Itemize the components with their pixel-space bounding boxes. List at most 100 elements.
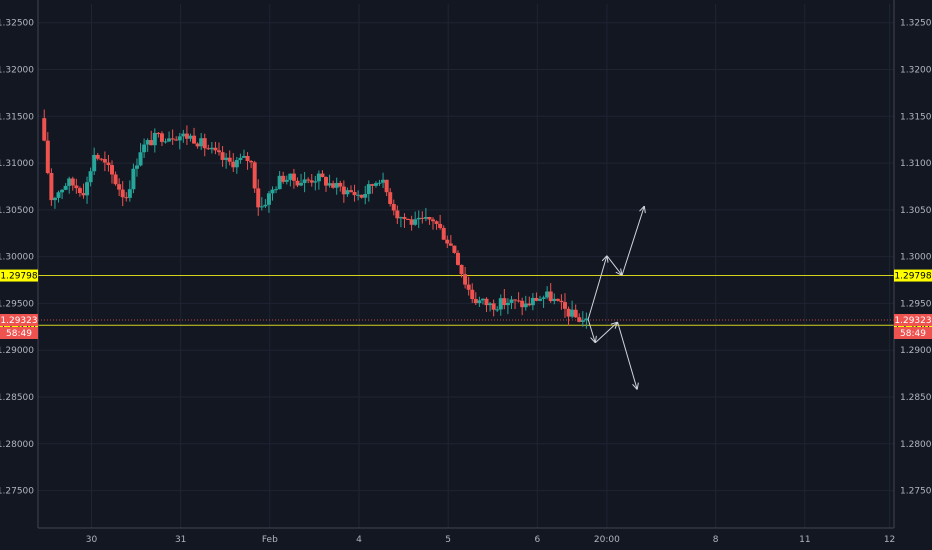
candle-body — [423, 217, 428, 219]
candle — [348, 185, 353, 193]
support-tag-text: 1.29267 — [894, 321, 931, 331]
candle-body — [559, 300, 564, 303]
candle-body — [88, 171, 93, 183]
candle — [505, 298, 510, 315]
candle-body — [266, 193, 271, 205]
candle-body — [573, 309, 578, 318]
candle-body — [416, 217, 421, 220]
candle — [363, 185, 368, 205]
candle — [370, 183, 375, 194]
arrowhead — [636, 382, 639, 390]
candle-body — [220, 152, 225, 160]
candle-body — [63, 185, 68, 190]
candle — [284, 175, 289, 185]
candle-body — [163, 141, 168, 143]
candle-body — [188, 135, 193, 139]
candle-body — [441, 227, 446, 240]
x-tick-label: 8 — [713, 535, 719, 545]
candle-body — [306, 179, 311, 181]
candle — [156, 132, 161, 138]
candle-body — [545, 291, 550, 298]
candle-body — [134, 165, 139, 169]
candle — [356, 190, 361, 201]
candle-body — [106, 162, 111, 166]
candle — [498, 294, 503, 316]
candle-body — [534, 297, 539, 301]
candle-body — [181, 133, 186, 137]
candle-body — [384, 179, 389, 193]
y-tick-label-left: 1.30500 — [0, 206, 34, 216]
arrowhead — [594, 335, 597, 343]
candle-body — [192, 135, 197, 144]
candle-body — [95, 154, 100, 159]
y-tick-label-left: 1.31000 — [0, 159, 34, 169]
y-tick-label-left: 1.32500 — [0, 19, 34, 29]
candle — [181, 129, 186, 143]
candle — [398, 216, 403, 228]
candle-body — [206, 148, 211, 150]
arrowhead — [639, 205, 645, 212]
candle-body — [217, 150, 222, 153]
projection-segment — [587, 319, 596, 343]
candle — [102, 151, 107, 172]
candle — [77, 186, 82, 197]
x-tick-label: 6 — [534, 535, 540, 545]
candle-body — [488, 303, 493, 306]
candle-body — [477, 300, 482, 304]
candle — [63, 183, 68, 191]
candle-body — [256, 188, 261, 208]
candle-body — [391, 203, 396, 211]
candle-body — [584, 318, 589, 321]
candle — [309, 173, 314, 187]
candle-body — [249, 160, 254, 163]
candle — [338, 180, 343, 192]
candle-body — [513, 299, 518, 301]
candle-body — [470, 289, 475, 300]
projection-segment — [606, 255, 623, 276]
candle-body — [227, 157, 232, 162]
candle-body — [238, 157, 243, 161]
arrowhead — [590, 337, 596, 344]
candle-body — [74, 185, 79, 189]
candle-body — [548, 291, 553, 302]
candle — [377, 179, 382, 186]
candle-body — [381, 179, 386, 183]
candle-body — [209, 147, 214, 150]
candle-body — [313, 181, 318, 183]
candle — [159, 131, 164, 147]
candle — [502, 289, 507, 310]
candle-body — [291, 173, 296, 181]
candle-body — [348, 190, 353, 193]
candle — [359, 194, 364, 199]
candle — [270, 186, 275, 201]
candle — [227, 150, 232, 166]
candle — [117, 178, 122, 197]
candle — [584, 312, 589, 329]
candle-body — [177, 136, 182, 141]
candle — [110, 160, 115, 184]
y-tick-label-left: 1.28500 — [0, 393, 34, 403]
last-price-tag-text: 1.29323 — [0, 316, 37, 326]
candle — [580, 311, 585, 327]
candle-body — [495, 309, 500, 311]
candle-body — [113, 174, 118, 185]
x-tick-label: 20:00 — [594, 535, 620, 545]
candle — [195, 142, 200, 149]
x-tick-label: 31 — [175, 535, 186, 545]
candlestick-series — [42, 109, 589, 329]
candle — [527, 296, 532, 307]
candle — [142, 138, 147, 158]
candle-body — [224, 157, 229, 160]
candle-body — [299, 183, 304, 186]
y-tick-label-right: 1.27500 — [900, 487, 932, 497]
candle-body — [505, 302, 510, 306]
candle-body — [231, 161, 236, 168]
candle-body — [345, 190, 350, 195]
candle — [545, 286, 550, 300]
candle-body — [420, 217, 425, 219]
candle-body — [484, 298, 489, 306]
candle-body — [320, 173, 325, 178]
candle — [313, 175, 318, 191]
